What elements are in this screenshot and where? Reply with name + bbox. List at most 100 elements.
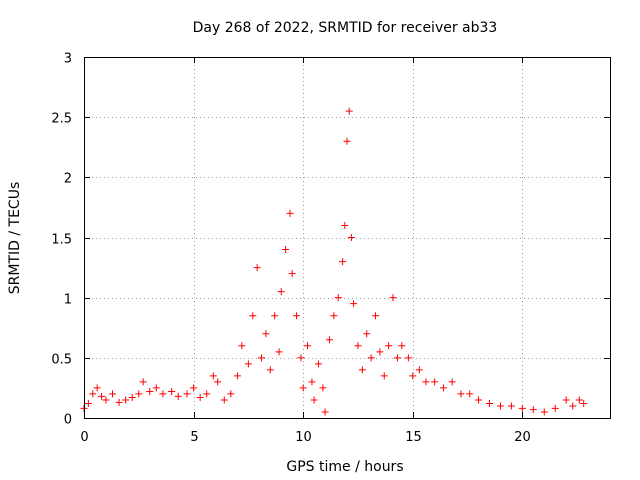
- data-point: [139, 378, 147, 386]
- data-point: [350, 300, 358, 308]
- data-point: [315, 360, 323, 368]
- data-point: [310, 396, 318, 404]
- data-point: [108, 390, 116, 398]
- data-point: [367, 354, 375, 362]
- data-point: [286, 209, 294, 217]
- y-tick-label: 2: [64, 172, 72, 187]
- data-point: [146, 388, 154, 396]
- data-point: [330, 312, 338, 320]
- data-point: [341, 221, 349, 229]
- data-point: [363, 330, 371, 338]
- y-tick-label: 1.5: [51, 233, 72, 248]
- x-axis-label: GPS time / hours: [286, 459, 403, 475]
- chart-title: Day 268 of 2022, SRMTID for receiver ab3…: [193, 20, 498, 36]
- data-point: [102, 396, 110, 404]
- data-point: [299, 384, 307, 392]
- data-point: [415, 366, 423, 374]
- data-point: [380, 372, 388, 380]
- data-point: [122, 396, 130, 404]
- data-point: [540, 408, 548, 416]
- y-tick-label: 1: [64, 293, 72, 308]
- data-point: [358, 366, 366, 374]
- data-point: [84, 400, 92, 408]
- y-axis-label: SRMTID / TECUs: [7, 182, 23, 295]
- data-point: [431, 378, 439, 386]
- data-point: [439, 384, 447, 392]
- y-tick-label: 3: [64, 52, 72, 67]
- x-tick-label: 10: [295, 430, 312, 445]
- data-point: [343, 137, 351, 145]
- data-point: [304, 342, 312, 350]
- data-point: [214, 378, 222, 386]
- data-point: [183, 390, 191, 398]
- data-point: [398, 342, 406, 350]
- data-point: [562, 396, 570, 404]
- data-point: [339, 258, 347, 266]
- data-point: [277, 288, 285, 296]
- data-point: [389, 294, 397, 302]
- data-point: [371, 312, 379, 320]
- data-point: [569, 402, 577, 410]
- data-point: [271, 312, 279, 320]
- data-point: [334, 294, 342, 302]
- data-point: [227, 390, 235, 398]
- x-tick-label: 15: [405, 430, 422, 445]
- data-point: [196, 394, 204, 402]
- marks-layer: [80, 107, 588, 416]
- y-tick-label: 2.5: [51, 112, 72, 127]
- x-tick-label: 0: [80, 430, 88, 445]
- data-point: [297, 354, 305, 362]
- data-point: [529, 406, 537, 414]
- data-point: [288, 270, 296, 278]
- data-point: [258, 354, 266, 362]
- data-point: [93, 384, 101, 392]
- data-point: [518, 404, 526, 412]
- data-point: [190, 384, 198, 392]
- data-point: [345, 107, 353, 115]
- data-point: [354, 342, 362, 350]
- data-point: [422, 378, 430, 386]
- data-point: [575, 396, 583, 404]
- data-point: [308, 378, 316, 386]
- data-point: [293, 312, 301, 320]
- data-point: [115, 398, 123, 406]
- data-point: [152, 384, 160, 392]
- data-point: [89, 390, 97, 398]
- data-point: [580, 400, 588, 408]
- data-point: [551, 404, 559, 412]
- data-point: [507, 402, 515, 410]
- data-point: [249, 312, 257, 320]
- data-point: [376, 348, 384, 356]
- data-point: [321, 408, 329, 416]
- data-point: [128, 394, 136, 402]
- data-point: [233, 372, 241, 380]
- data-point: [238, 342, 246, 350]
- data-point: [409, 372, 417, 380]
- data-point: [475, 396, 482, 404]
- data-point: [275, 348, 283, 356]
- data-point: [98, 392, 106, 400]
- data-point: [159, 390, 167, 398]
- data-point: [203, 390, 211, 398]
- data-point: [174, 392, 182, 400]
- data-point: [347, 234, 355, 241]
- x-tick-label: 5: [190, 430, 198, 445]
- data-point: [485, 400, 493, 408]
- data-point: [385, 342, 393, 350]
- data-point: [253, 264, 261, 272]
- x-tick-label: 20: [514, 430, 531, 445]
- data-point: [266, 366, 274, 374]
- data-point: [448, 378, 456, 386]
- data-point: [282, 246, 290, 254]
- data-point: [244, 360, 252, 368]
- y-tick-label: 0: [64, 413, 72, 428]
- data-point: [496, 402, 504, 410]
- data-point: [404, 354, 412, 362]
- data-point: [319, 384, 327, 392]
- data-point: [325, 336, 333, 344]
- data-point: [220, 396, 228, 404]
- data-point: [457, 390, 465, 398]
- data-point: [262, 330, 270, 338]
- ticks-layer: 0 5 10 15 20 0 0.5 1 1.5 2 2.5 3: [51, 52, 610, 445]
